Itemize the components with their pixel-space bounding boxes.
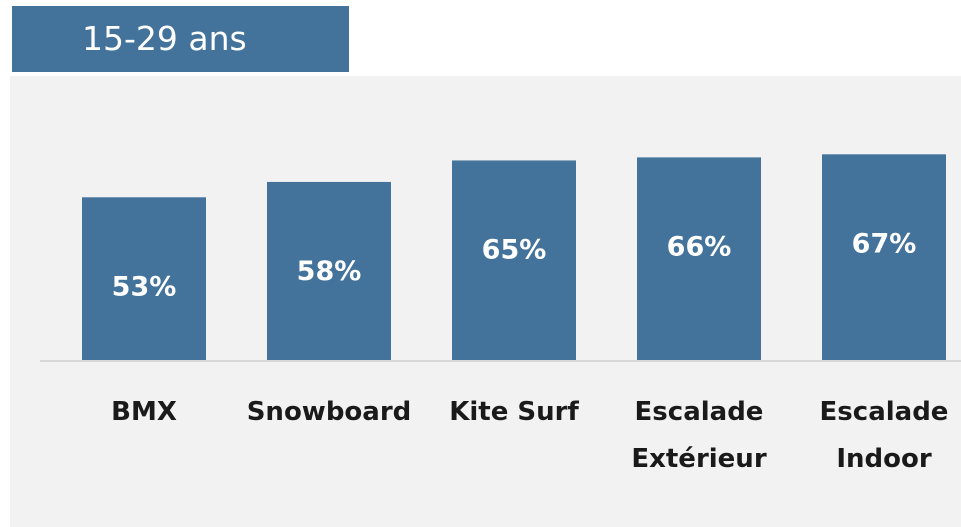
data-label: 65%	[482, 234, 547, 265]
category-label: BMX	[111, 397, 177, 427]
bar	[82, 197, 206, 360]
data-label: 66%	[667, 231, 732, 262]
bar	[452, 160, 576, 360]
data-label: 67%	[852, 228, 917, 259]
category-label: Kite Surf	[449, 397, 579, 427]
data-label: 53%	[112, 271, 177, 302]
category-label: Escalade Indoor	[820, 397, 949, 474]
data-label: 58%	[297, 256, 362, 287]
bar	[267, 181, 391, 360]
category-label: Snowboard	[247, 397, 412, 427]
chart-title: 15-29 ans	[12, 6, 349, 72]
bar	[822, 154, 946, 360]
bar	[637, 157, 761, 360]
category-label: Escalade Extérieur	[631, 397, 766, 474]
